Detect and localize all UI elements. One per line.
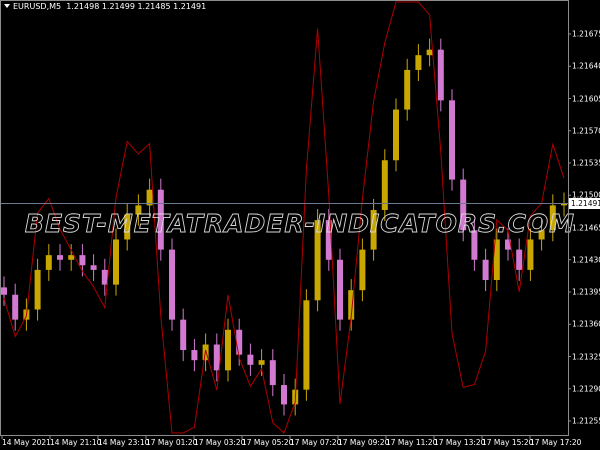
candle-body	[34, 269, 41, 310]
time-tick-label: 14 May 21:10	[50, 438, 102, 447]
price-tick-label: 1.21675	[572, 29, 600, 39]
candle-body	[449, 100, 455, 180]
candle-body	[247, 354, 254, 365]
candle-body	[157, 189, 164, 250]
candle-body	[561, 203, 567, 206]
candle-body	[471, 230, 478, 260]
time-tick-label: 17 May 13:20	[434, 438, 486, 447]
dropdown-triangle-icon[interactable]	[4, 4, 10, 8]
chart-frame	[0, 0, 569, 436]
time-tick-label: 17 May 11:20	[386, 438, 438, 447]
candle-body	[180, 319, 187, 351]
candle-body	[57, 255, 63, 260]
candle-body	[482, 259, 489, 281]
candle-body	[337, 259, 343, 320]
candle-body	[213, 344, 220, 371]
candle-body	[1, 287, 7, 295]
price-tick-label: 1.21255	[572, 416, 600, 426]
candle-body	[258, 360, 265, 365]
watermark-logo: BEST-METATRADER-INDICATORS.COM	[25, 209, 575, 238]
candle-body	[370, 209, 377, 250]
candle-body	[124, 214, 131, 240]
candle-body	[325, 220, 332, 260]
candle-body	[527, 239, 534, 270]
candle-body	[404, 69, 411, 110]
time-tick-label: 17 May 03:20	[194, 438, 246, 447]
candle-body	[549, 205, 556, 231]
candle-body	[101, 269, 108, 285]
candle-body	[113, 239, 119, 285]
price-tick-label: 1.21290	[572, 384, 600, 394]
current-price-label: 1.21491	[569, 198, 600, 209]
candle-body	[135, 205, 142, 215]
candle-body	[348, 290, 355, 320]
time-tick-label: 17 May 17:20	[530, 438, 582, 447]
candle-body	[45, 255, 52, 270]
price-tick-label: 1.21325	[572, 352, 600, 361]
candle-body	[359, 249, 366, 291]
time-tick-label: 17 May 15:20	[482, 438, 534, 447]
symbol-label: EURUSD,M5	[13, 2, 62, 11]
candle-body	[426, 49, 433, 56]
candle-body	[538, 230, 545, 240]
ohlc-values: 1.21498 1.21499 1.21485 1.21491	[66, 2, 207, 11]
price-tick-label: 1.21535	[572, 158, 600, 168]
time-tick-label: 14 May 2021	[2, 438, 51, 447]
candle-body	[79, 255, 86, 266]
price-tick-label: 1.21570	[572, 126, 600, 136]
price-tick-label: 1.21430	[572, 255, 600, 265]
time-tick-label: 17 May 01:20	[146, 438, 198, 447]
candle-body	[437, 49, 444, 101]
candle-body	[303, 300, 310, 390]
candle-body	[505, 239, 511, 250]
price-tick-label: 1.21605	[572, 94, 600, 103]
chart-title: EURUSD,M5 1.21498 1.21499 1.21485 1.2149…	[4, 2, 206, 11]
candle-body	[460, 179, 467, 231]
price-tick-label: 1.21500	[572, 190, 600, 200]
price-tick-label: 1.21640	[572, 61, 600, 71]
candles	[1, 38, 567, 416]
price-tick-label: 1.21360	[572, 319, 600, 329]
time-tick-label: 17 May 09:20	[338, 438, 390, 447]
candle-body	[169, 249, 175, 320]
candle-body	[68, 255, 75, 260]
candle-body	[393, 109, 399, 161]
price-tick-label: 1.21465	[572, 223, 600, 232]
candle-body	[191, 350, 198, 361]
candle-body	[281, 385, 287, 405]
candle-body	[269, 360, 276, 386]
candle-body	[236, 329, 243, 355]
axis-ticks	[1, 33, 571, 439]
time-tick-label: 17 May 07:20	[290, 438, 342, 447]
price-tick-label: 1.21395	[572, 287, 600, 297]
candle-body	[493, 239, 500, 281]
candle-body	[314, 220, 321, 301]
time-tick-label: 17 May 05:20	[242, 438, 294, 447]
candle-body	[415, 55, 422, 70]
candle-body	[381, 160, 388, 210]
candle-body	[12, 294, 19, 320]
candle-body	[90, 265, 97, 270]
candle-body	[146, 189, 153, 206]
candle-body	[225, 329, 231, 371]
candle-body	[516, 249, 523, 270]
indicator-line	[3, 1, 565, 434]
time-tick-label: 14 May 23:10	[98, 438, 150, 447]
